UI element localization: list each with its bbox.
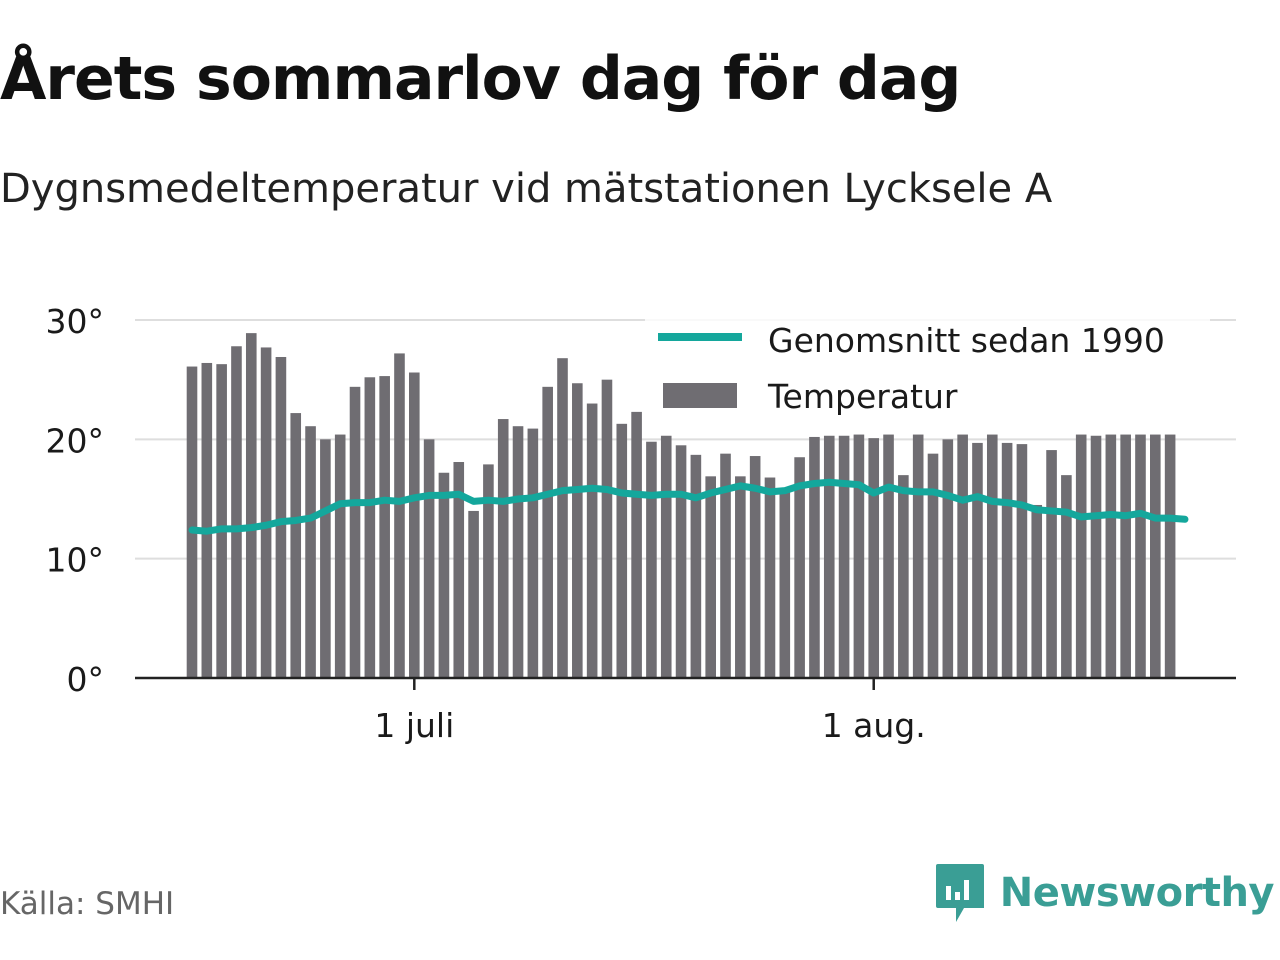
chart-title: Årets sommarlov dag för dag [0,44,961,114]
temperature-bar [735,476,746,678]
temperature-bar [245,333,257,678]
temperature-bar [557,358,568,678]
x-tick-label: 1 aug. [822,706,926,745]
temperature-bar [572,383,583,678]
legend-bar-swatch [663,383,737,408]
temperature-bar [379,376,390,678]
newsworthy-logo-icon [935,864,984,922]
source-note: Källa: SMHI [0,886,175,922]
axes: 0° 10° 20° 30° 1 juli 1 aug. [46,302,1236,745]
temperature-bar [497,419,509,678]
temperature-bar [216,364,227,678]
temperature-bar [260,347,272,678]
temperature-bar [1105,434,1117,678]
temperature-bar [409,372,420,678]
temperature-bar [438,472,450,678]
temperature-bar [646,441,657,678]
temperature-bar [453,462,465,678]
legend-backdrop [645,300,1210,433]
temperature-bar [334,434,346,678]
temperature-bar [690,454,702,678]
x-tick-label: 1 juli [374,706,454,745]
temperature-bar [186,366,198,678]
temperature-bar [764,477,776,678]
temperature-bar [1046,450,1057,678]
temperature-bar [675,445,687,678]
temperature-bar [823,435,835,678]
chart-subtitle: Dygnsmedeltemperatur vid mätstationen Ly… [0,166,1053,212]
temperature-bar [275,356,287,678]
temperature-bar [1120,434,1131,678]
temperature-bar [868,438,880,678]
temperature-bar [586,403,598,678]
temperature-bar [705,476,716,678]
temperature-bar [853,434,865,678]
temperature-bar [972,442,983,678]
temperature-bar [927,453,939,678]
temperature-bar [720,453,731,678]
temperature-bar [986,434,998,678]
brand-logo: Newsworthy [934,862,1275,924]
temperature-bar [394,353,405,678]
temperature-bar [305,426,316,678]
temperature-bar [794,457,805,678]
temperature-bar [483,464,494,678]
temperature-bar [942,439,954,678]
temperature-bar [883,434,894,678]
temperature-bar [201,362,213,678]
brand-name: Newsworthy [999,870,1275,916]
temperature-bar [542,386,553,678]
legend: Genomsnitt sedan 1990 Temperatur [658,321,1165,416]
temperature-bar [1090,435,1102,678]
average-temperature-line [188,478,1189,535]
temperature-bar [912,434,924,678]
temperature-bar [660,435,672,678]
temperature-bar [749,456,761,678]
temperature-bar [779,488,791,678]
temperature-bar [616,423,628,678]
temperature-bar [364,377,376,678]
temperature-bar [349,386,361,678]
temperature-bar [1016,444,1028,678]
temperature-bar [468,510,479,678]
y-tick-label: 0° [67,660,105,699]
temperature-bar [527,428,539,678]
line-series [188,478,1189,535]
legend-line-swatch [658,333,742,341]
legend-background [645,300,1210,433]
temperature-bar [957,434,968,678]
legend-label-average: Genomsnitt sedan 1990 [768,321,1165,360]
temperature-bar [320,439,331,678]
temperature-bar [1135,434,1146,678]
bar-series [186,333,1176,678]
temperature-bar [423,439,435,678]
temperature-bar [512,426,524,678]
y-tick-label: 10° [46,541,105,580]
temperature-bar [1075,434,1087,678]
temperature-bar [1031,504,1043,678]
temperature-bar [631,411,642,678]
temperature-bar [601,379,613,678]
temperature-bar [1150,434,1161,678]
temperature-bar [809,436,820,678]
y-tick-label: 20° [46,421,105,460]
temperature-bar [290,413,302,678]
temperature-bar [1164,434,1176,678]
temperature-bar [898,475,909,678]
y-tick-label: 30° [46,302,105,341]
temperature-bar [1061,475,1072,678]
temperature-bar [1001,442,1013,678]
temperature-bar [838,435,850,678]
legend-label-temperature: Temperatur [767,377,958,416]
temperature-bar [231,346,242,678]
